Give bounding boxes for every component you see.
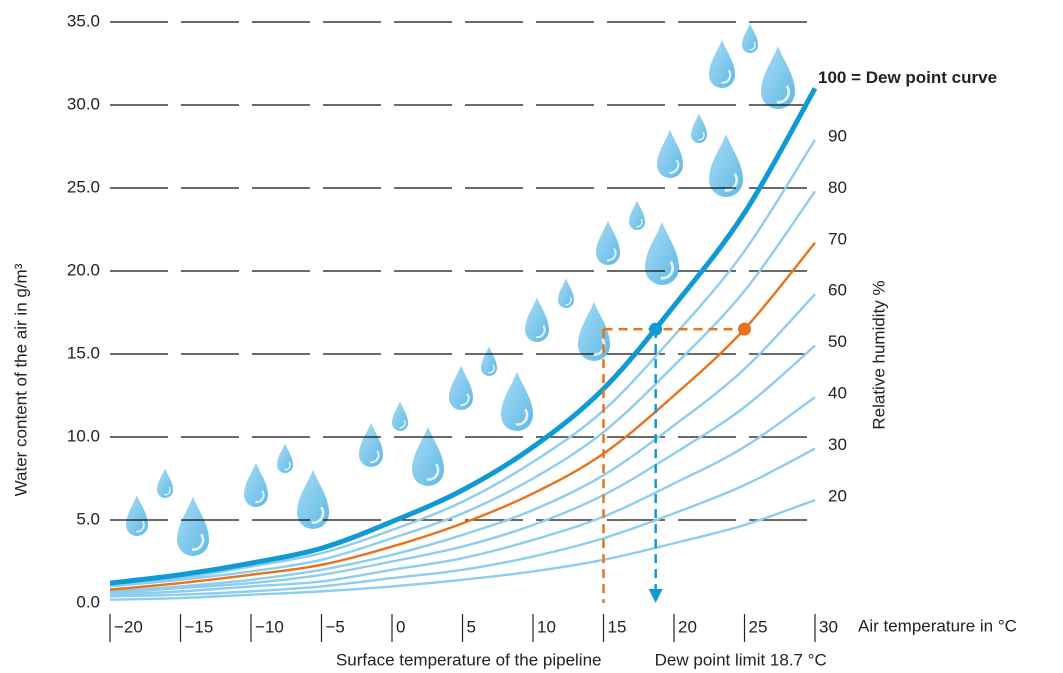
drop (709, 134, 743, 197)
drop-highlight (284, 461, 291, 471)
drop (578, 301, 610, 361)
x-tick-label: −15 (185, 617, 214, 636)
drop-highlight (191, 533, 205, 551)
drop-highlight (370, 450, 380, 464)
series-label: 20 (828, 487, 847, 506)
series-label: 60 (828, 281, 847, 300)
x-tick-label: 15 (608, 617, 627, 636)
x-tick-label: 10 (537, 617, 556, 636)
point (738, 322, 751, 336)
drop (412, 426, 444, 486)
drop (657, 129, 683, 178)
x-tick-label: −20 (114, 617, 143, 636)
drop (449, 365, 473, 410)
arrow-head (648, 589, 663, 603)
drop (596, 220, 620, 265)
drop-highlight (515, 408, 529, 426)
x-axis-label: Air temperature in °C (858, 616, 1017, 635)
drop-highlight (460, 393, 470, 407)
drop (277, 443, 293, 473)
drop-highlight (164, 486, 171, 496)
drop-highlight (607, 248, 617, 262)
humidity-curve (109, 87, 818, 586)
drop (359, 422, 383, 467)
series-label: 50 (828, 332, 847, 351)
drop (244, 462, 268, 507)
drop (645, 222, 679, 285)
y-tick-label: 0.0 (76, 592, 100, 611)
humidity-curve (109, 498, 816, 601)
annotation: Surface temperature of the pipeline (336, 650, 602, 669)
drop (629, 200, 645, 230)
drop-highlight (749, 41, 756, 51)
drop-highlight (698, 131, 705, 141)
point (649, 322, 663, 336)
x-tick-label: 25 (749, 617, 768, 636)
y-tick-label: 35.0 (67, 11, 100, 30)
drop-highlight (660, 261, 675, 280)
y-tick-label: 10.0 (67, 426, 100, 445)
decoration (126, 23, 795, 556)
y-tick-label: 20.0 (67, 260, 100, 279)
humidity-curve (109, 396, 816, 596)
y-tick-label: 25.0 (67, 177, 100, 196)
humidity-curve (109, 190, 816, 588)
drop (709, 39, 735, 88)
y-tick-label: 5.0 (76, 509, 100, 528)
drop (481, 346, 497, 376)
y2-axis-label: Relative humidity % (869, 280, 888, 429)
drop (742, 23, 758, 53)
drop (501, 371, 533, 431)
series-label: 70 (828, 229, 847, 248)
humidity-curve (109, 447, 816, 598)
drop-highlight (720, 70, 732, 84)
drop (525, 297, 549, 342)
drop (761, 46, 795, 109)
humidity-curve (109, 139, 817, 586)
series-label: 30 (828, 435, 847, 454)
x-tick-label: 0 (396, 617, 405, 636)
x-tick-label: −5 (326, 617, 345, 636)
x-tick-label: 30 (819, 617, 838, 636)
annotation: Dew point limit 18.7 °C (655, 650, 827, 669)
drop-highlight (776, 85, 791, 104)
drop-highlight (724, 173, 739, 192)
drop (297, 469, 329, 529)
drop (558, 278, 574, 308)
drop-highlight (136, 520, 145, 533)
drop-highlight (668, 160, 680, 174)
y-tick-label: 15.0 (67, 343, 100, 362)
drop-highlight (399, 419, 406, 429)
drop (392, 401, 408, 431)
series-label: 100 = Dew point curve (818, 68, 997, 87)
drop-highlight (536, 325, 546, 339)
drop (126, 495, 148, 536)
drop-highlight (255, 490, 265, 504)
drop-highlight (426, 463, 440, 481)
drop-highlight (488, 364, 495, 374)
drop (157, 468, 173, 498)
x-tick-label: −10 (255, 617, 284, 636)
series-label: 80 (828, 178, 847, 197)
drop-highlight (311, 506, 325, 524)
drop-highlight (636, 218, 643, 228)
x-tick-label: 20 (678, 617, 697, 636)
series-label: 90 (828, 126, 847, 145)
y-axis-label: Water content of the air in g/m³ (11, 263, 30, 496)
humidity-curve (109, 344, 816, 595)
series-label: 40 (828, 384, 847, 403)
humidity-curve (109, 242, 816, 591)
drop-highlight (565, 296, 572, 306)
y-tick-label: 30.0 (67, 94, 100, 113)
humidity-curve (109, 293, 816, 593)
drop (177, 496, 209, 556)
x-tick-label: 5 (467, 617, 476, 636)
drop (691, 113, 707, 143)
